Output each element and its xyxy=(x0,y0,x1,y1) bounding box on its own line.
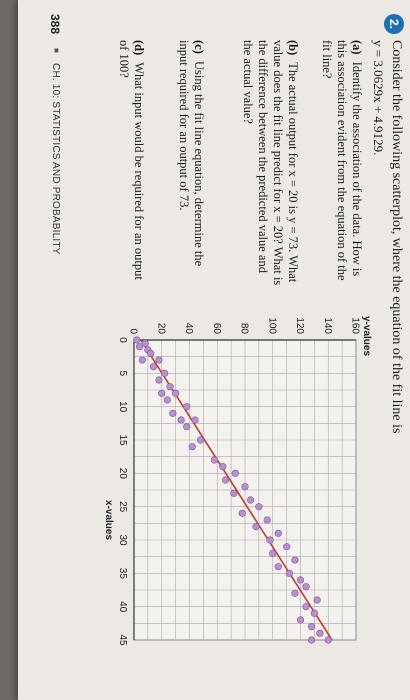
data-point xyxy=(135,343,144,351)
page-number: 388 xyxy=(48,14,62,35)
y-tick-label: 0 xyxy=(128,328,139,334)
x-tick-label: 10 xyxy=(117,401,128,413)
data-point xyxy=(230,489,238,497)
rotated-page-content: 2. Consider the following scatterplot, w… xyxy=(18,0,410,700)
data-point xyxy=(169,409,177,417)
data-point xyxy=(266,536,274,544)
data-point xyxy=(308,623,316,631)
chapter-footer: ■ CH. 10: STATISTICS AND PROBABILITY xyxy=(50,48,61,255)
data-point xyxy=(172,389,180,397)
data-point xyxy=(221,476,230,484)
footer-bullet-icon: ■ xyxy=(52,48,61,54)
data-point xyxy=(149,363,158,371)
x-tick-label: 35 xyxy=(117,568,128,580)
y-axis-title: y-values xyxy=(361,316,372,356)
y-tick-label: 100 xyxy=(266,317,277,334)
data-point xyxy=(155,356,163,364)
x-tick-label: 45 xyxy=(117,634,128,646)
part-c-text: Using the fit line equation, determine t… xyxy=(177,40,206,267)
part-a-label: (a) xyxy=(350,40,364,55)
y-tick-label: 140 xyxy=(322,317,333,334)
data-point xyxy=(183,403,191,411)
y-tick-label: 20 xyxy=(155,323,166,335)
x-tick-label: 15 xyxy=(117,434,128,446)
part-a-text: Identify the association of the data. Ho… xyxy=(320,40,364,281)
fit-line xyxy=(140,339,333,641)
x-tick-label: 20 xyxy=(117,468,128,480)
data-point xyxy=(263,516,271,524)
part-c-label: (c) xyxy=(192,40,206,54)
part-d-label: (d) xyxy=(132,40,146,56)
data-point xyxy=(296,576,305,584)
data-point xyxy=(246,496,255,504)
data-point xyxy=(324,636,332,644)
data-point xyxy=(296,616,305,624)
data-point xyxy=(231,469,239,477)
data-point xyxy=(241,483,249,491)
data-point xyxy=(274,563,282,571)
part-a: (a) Identify the association of the data… xyxy=(319,40,364,290)
data-point xyxy=(238,509,246,517)
data-point xyxy=(269,549,277,557)
data-point xyxy=(255,503,263,511)
data-point xyxy=(283,543,291,551)
data-point xyxy=(138,356,146,364)
data-point xyxy=(302,583,310,591)
part-d-text: What input would be required for an outp… xyxy=(117,40,146,280)
data-point xyxy=(302,603,310,611)
data-point xyxy=(308,636,316,644)
data-point xyxy=(191,416,199,424)
data-point xyxy=(285,569,294,577)
data-point xyxy=(155,376,163,384)
data-point xyxy=(147,349,155,357)
data-point xyxy=(158,389,166,397)
y-tick-label: 120 xyxy=(294,317,305,334)
question-stem: Consider the following scatterplot, wher… xyxy=(389,40,404,434)
data-point xyxy=(141,339,149,347)
data-point xyxy=(252,523,260,531)
x-axis-title: x-values xyxy=(103,500,114,540)
x-tick-label: 0 xyxy=(117,337,128,343)
question-number-badge: 2. xyxy=(384,14,404,34)
x-tick-label: 5 xyxy=(117,371,128,377)
data-point xyxy=(183,423,191,431)
part-b-label: (b) xyxy=(286,40,300,56)
data-point xyxy=(188,443,196,451)
data-point xyxy=(291,556,299,564)
part-b-text: The actual output for x = 20 is y = 73. … xyxy=(241,40,300,286)
data-point xyxy=(210,456,219,464)
y-tick-label: 60 xyxy=(211,323,222,335)
data-point xyxy=(133,336,141,344)
footer-text: CH. 10: STATISTICS AND PROBABILITY xyxy=(50,63,61,255)
data-point xyxy=(219,463,227,471)
scatterplot: 0 5 10 15 20 25 30 35 40 45 0 20 40 60 80 100 120 140 160 x… xyxy=(103,316,372,646)
data-point xyxy=(160,369,169,377)
y-tick-label: 160 xyxy=(350,317,361,334)
data-point xyxy=(313,596,321,604)
x-tick-label: 30 xyxy=(117,534,128,546)
data-point xyxy=(163,396,171,404)
data-point xyxy=(316,629,324,637)
part-d: (d) What input would be required for an … xyxy=(116,40,146,290)
part-b: (b) The actual output for x = 20 is y = … xyxy=(240,40,300,290)
textbook-page: 2. Consider the following scatterplot, w… xyxy=(18,0,410,700)
fit-line-equation: y = 3.0629x + 4.9129. xyxy=(371,40,386,156)
x-tick-label: 25 xyxy=(117,501,128,513)
x-tick-label: 40 xyxy=(117,601,128,613)
y-tick-label: 40 xyxy=(183,323,194,335)
data-point xyxy=(166,383,174,391)
data-point xyxy=(177,416,185,424)
data-point xyxy=(197,436,205,444)
data-point xyxy=(291,589,299,597)
data-point xyxy=(274,529,282,537)
data-point xyxy=(310,609,318,617)
y-tick-label: 80 xyxy=(239,323,250,335)
part-c: (c) Using the fit line equation, determi… xyxy=(176,40,206,290)
